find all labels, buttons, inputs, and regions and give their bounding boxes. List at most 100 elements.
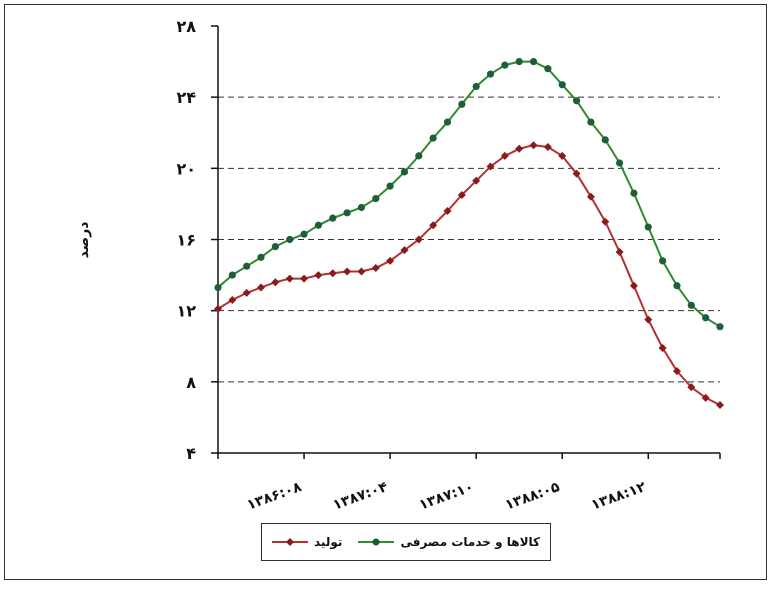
point-consumer-goods [386, 182, 394, 190]
point-production [615, 247, 624, 256]
y-tick-label: ۲۸ [176, 17, 196, 36]
point-production [414, 235, 423, 244]
point-production [328, 269, 337, 278]
point-production [300, 274, 309, 283]
point-consumer-goods [630, 189, 638, 197]
point-production [443, 207, 452, 216]
point-production [716, 400, 724, 409]
point-production [500, 151, 509, 160]
point-consumer-goods [673, 282, 681, 290]
point-consumer-goods [271, 243, 279, 251]
point-consumer-goods [257, 253, 265, 261]
point-consumer-goods [501, 61, 509, 69]
point-production [242, 288, 251, 297]
point-production [515, 144, 524, 153]
point-consumer-goods [544, 65, 552, 73]
y-tick-labels: ۴ ۸ ۱۲ ۱۶ ۲۰ ۲۴ ۲۸ [176, 17, 196, 463]
point-consumer-goods [616, 159, 624, 167]
point-production [343, 267, 352, 276]
point-consumer-goods [415, 152, 423, 160]
x-tick-label: ۱۳۸۷:۰۴ [331, 479, 390, 514]
legend-swatch-consumer-goods [358, 538, 395, 546]
point-production [371, 263, 380, 272]
y-tick-label: ۲۰ [176, 159, 196, 178]
y-tick-label: ۲۴ [176, 88, 196, 107]
point-consumer-goods [400, 168, 409, 176]
x-tick-labels: ۱۳۸۶:۰۸ ۱۳۸۷:۰۴ ۱۳۸۷:۱۰ ۱۳۸۸:۰۵ ۱۳۸۸:۱۲ [245, 479, 649, 514]
point-production [386, 256, 395, 265]
y-tick-label: ۴ [186, 444, 196, 463]
point-consumer-goods [372, 194, 380, 203]
point-consumer-goods [443, 118, 452, 126]
point-consumer-goods [486, 70, 495, 78]
axes [211, 25, 721, 459]
y-tick-label: ۱۶ [176, 231, 196, 250]
legend-label-consumer-goods: کالاها و خدمات مصرفی [400, 535, 540, 549]
point-production [486, 162, 495, 171]
point-production [429, 221, 438, 230]
point-consumer-goods [228, 271, 236, 279]
point-consumer-goods [429, 134, 437, 142]
legend-label-production: تولید [314, 535, 343, 549]
point-consumer-goods [558, 81, 566, 89]
point-production [271, 278, 280, 287]
point-production [658, 344, 667, 353]
x-tick-label: ۱۳۸۶:۰۸ [245, 479, 304, 514]
point-production [257, 283, 266, 292]
point-production [687, 383, 696, 392]
point-consumer-goods [587, 118, 595, 126]
point-production [586, 192, 595, 201]
point-consumer-goods [687, 301, 695, 309]
point-consumer-goods [716, 323, 724, 331]
point-consumer-goods [243, 262, 251, 270]
point-production [672, 367, 681, 376]
point-production [214, 304, 222, 313]
point-consumer-goods [343, 209, 351, 217]
point-consumer-goods [329, 214, 337, 222]
chart-frame [4, 4, 767, 580]
point-consumer-goods [659, 257, 667, 265]
point-production [357, 267, 366, 276]
point-consumer-goods [702, 314, 710, 322]
point-consumer-goods [515, 57, 523, 66]
point-consumer-goods [300, 230, 308, 238]
x-tick-label: ۱۳۸۷:۱۰ [417, 479, 476, 513]
point-production [228, 295, 237, 304]
point-production [572, 169, 581, 178]
x-tick-label: ۱۳۸۸:۱۲ [589, 479, 648, 514]
point-consumer-goods [314, 221, 322, 229]
y-tick-label: ۱۲ [176, 302, 196, 321]
point-production [400, 246, 409, 255]
point-consumer-goods [572, 97, 581, 105]
series-group [214, 57, 724, 409]
point-production [314, 271, 323, 280]
point-production [558, 151, 567, 160]
point-consumer-goods [529, 57, 538, 66]
point-production [629, 281, 638, 290]
point-consumer-goods [357, 203, 366, 212]
point-production [529, 141, 538, 150]
point-production [457, 191, 466, 200]
gridlines [218, 96, 720, 383]
x-tick-label: ۱۳۸۸:۰۵ [503, 479, 562, 514]
legend-entry-production: تولید [272, 535, 342, 549]
point-consumer-goods [214, 283, 222, 292]
point-production [472, 176, 481, 185]
point-production [601, 217, 610, 226]
point-production [543, 142, 552, 151]
legend: کالاها و خدمات مصرفی تولید [261, 523, 551, 561]
legend-entry-consumer-goods: کالاها و خدمات مصرفی [358, 535, 540, 549]
y-axis-label: درصد [76, 222, 92, 259]
legend-swatch-production [272, 538, 308, 546]
point-production [701, 393, 710, 402]
point-production [644, 315, 653, 324]
point-consumer-goods [458, 100, 466, 108]
series-line-consumer-goods [217, 60, 721, 328]
point-consumer-goods [644, 223, 652, 231]
point-production [285, 274, 294, 283]
series-line-production [217, 144, 721, 406]
point-consumer-goods [286, 235, 294, 244]
point-consumer-goods [472, 82, 480, 91]
point-consumer-goods [601, 136, 609, 144]
